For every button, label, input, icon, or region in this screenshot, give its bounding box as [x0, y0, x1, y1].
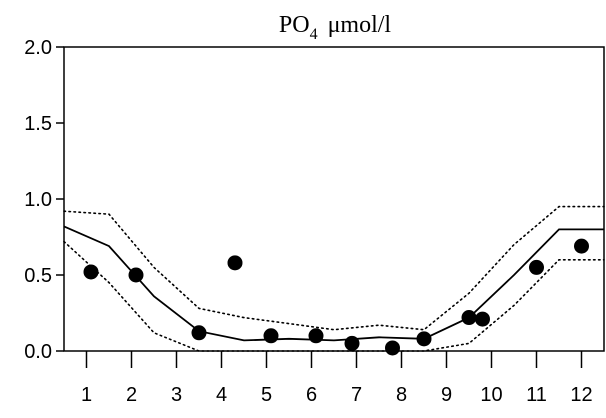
data-point — [83, 264, 99, 280]
data-point — [263, 328, 279, 344]
plot-frame — [63, 46, 605, 352]
axes: 0.00.51.01.52.01 2 3 4 5 6 7 8 9 10 11 12 — [24, 37, 605, 406]
x-tick-label: 11 — [526, 384, 547, 406]
data-point — [308, 328, 324, 344]
x-tick-label: 3 — [171, 384, 182, 406]
chart-title-subscript: 4 — [310, 26, 318, 43]
data-point — [574, 238, 589, 254]
chart-title-main: PO — [279, 12, 310, 38]
x-tick-label: 5 — [261, 384, 272, 406]
plot-area — [63, 205, 605, 356]
y-tick-label: 0.5 — [24, 265, 52, 287]
x-tick-label: 4 — [216, 384, 227, 406]
mean-line — [63, 225, 604, 342]
y-tick-label: 1.0 — [24, 189, 52, 211]
x-tick-label: 7 — [351, 384, 362, 406]
bound-line — [63, 240, 605, 352]
y-tick-label: 1.5 — [24, 113, 52, 135]
chart-title: PO4 μmol/l — [279, 12, 392, 43]
chart-title-unit: μmol/l — [328, 12, 392, 38]
data-point — [529, 259, 544, 275]
bound-line — [63, 205, 605, 331]
x-tick-label: 12 — [570, 384, 592, 406]
x-tick-label: 1 — [81, 384, 92, 406]
data-point — [227, 255, 243, 271]
x-tick-label: 10 — [480, 384, 502, 406]
x-tick-label: 6 — [306, 384, 317, 406]
y-tick-label: 0.0 — [24, 341, 52, 363]
x-tick-label: 9 — [441, 384, 452, 406]
data-point — [475, 311, 490, 327]
x-tick-label: 8 — [396, 384, 407, 406]
x-tick-label: 2 — [126, 384, 137, 406]
y-tick-label: 2.0 — [24, 37, 52, 59]
data-point — [385, 340, 400, 356]
